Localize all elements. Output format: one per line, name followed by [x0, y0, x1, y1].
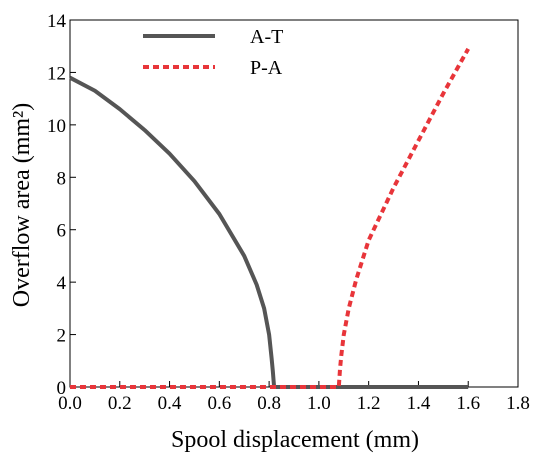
series-line-a-t	[69, 75, 469, 389]
x-tick-label: 0.0	[58, 393, 82, 414]
x-tick-label: 0.8	[257, 393, 281, 414]
x-axis-ticks: 0.0 0.2 0.4 0.6 0.8 1.0 1.2 1.4 1.6 1.8	[58, 381, 530, 414]
y-tick-label: 12	[47, 63, 66, 84]
x-tick-label: 1.6	[456, 393, 480, 414]
x-tick-label: 1.8	[506, 393, 530, 414]
series-line-p-a	[70, 47, 470, 389]
legend: A-T P-A	[143, 26, 283, 79]
y-tick-label: 8	[57, 168, 67, 189]
y-tick-label: 4	[57, 273, 67, 294]
y-tick-label: 10	[47, 116, 66, 137]
legend-label: A-T	[250, 26, 283, 48]
y-tick-label: 2	[57, 326, 67, 347]
x-axis-title: Spool displacement (mm)	[171, 427, 419, 453]
x-tick-label: 0.4	[158, 393, 182, 414]
plot-frame	[69, 19, 519, 388]
series-layer	[69, 47, 470, 389]
y-tick-label: 14	[47, 11, 67, 32]
plot-border	[69, 19, 519, 388]
x-tick-label: 1.2	[357, 393, 381, 414]
legend-label: P-A	[250, 57, 283, 79]
y-axis-title: Overflow area (mm²)	[9, 103, 35, 307]
y-tick-label: 0	[57, 378, 67, 399]
x-tick-label: 1.0	[307, 393, 331, 414]
x-tick-label: 0.2	[108, 393, 132, 414]
x-tick-label: 1.4	[407, 393, 431, 414]
x-tick-label: 0.6	[207, 393, 231, 414]
y-axis-ticks: 0 2 4 6 8 10 12 14	[47, 11, 76, 399]
y-tick-label: 6	[57, 221, 67, 242]
